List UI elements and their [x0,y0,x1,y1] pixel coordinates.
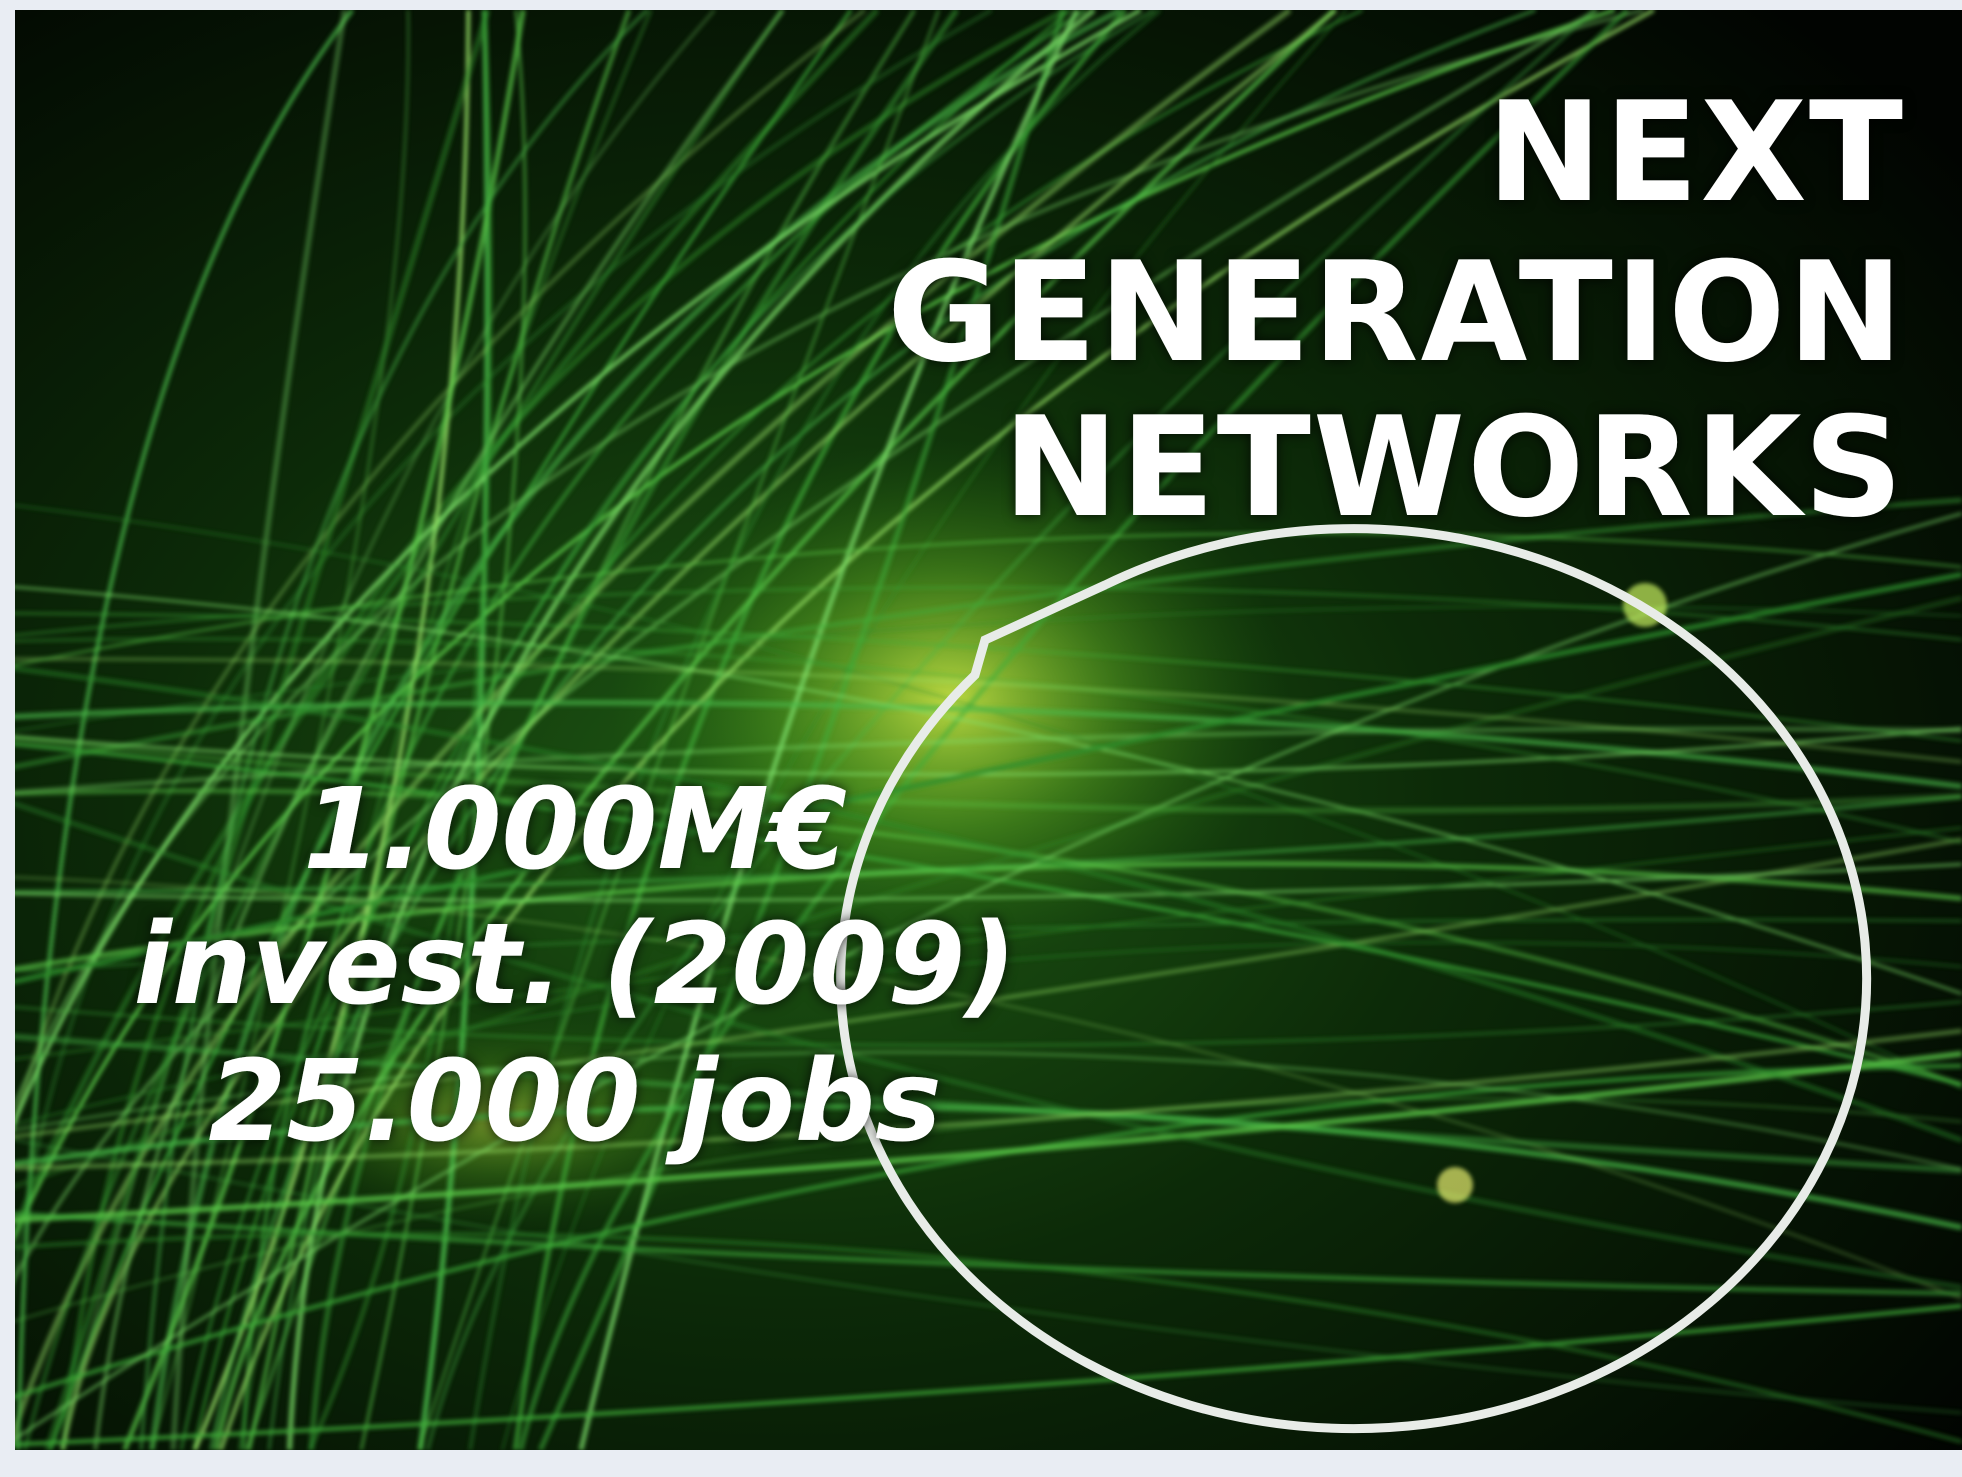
bubble-line: 25.000 jobs [208,1037,941,1167]
page: NEXT GENERATION NETWORKS 1.000M€ invest.… [0,0,1962,1477]
headline-line: NEXT [1487,72,1905,233]
bubble-line: 1.000M€ [303,765,847,895]
headline-line: GENERATION [887,232,1905,393]
poster: NEXT GENERATION NETWORKS 1.000M€ invest.… [0,0,1962,1477]
headline-line: NETWORKS [1003,387,1905,548]
bubble-line: invest. (2009) [134,900,1017,1030]
light-spot [1437,1167,1473,1203]
